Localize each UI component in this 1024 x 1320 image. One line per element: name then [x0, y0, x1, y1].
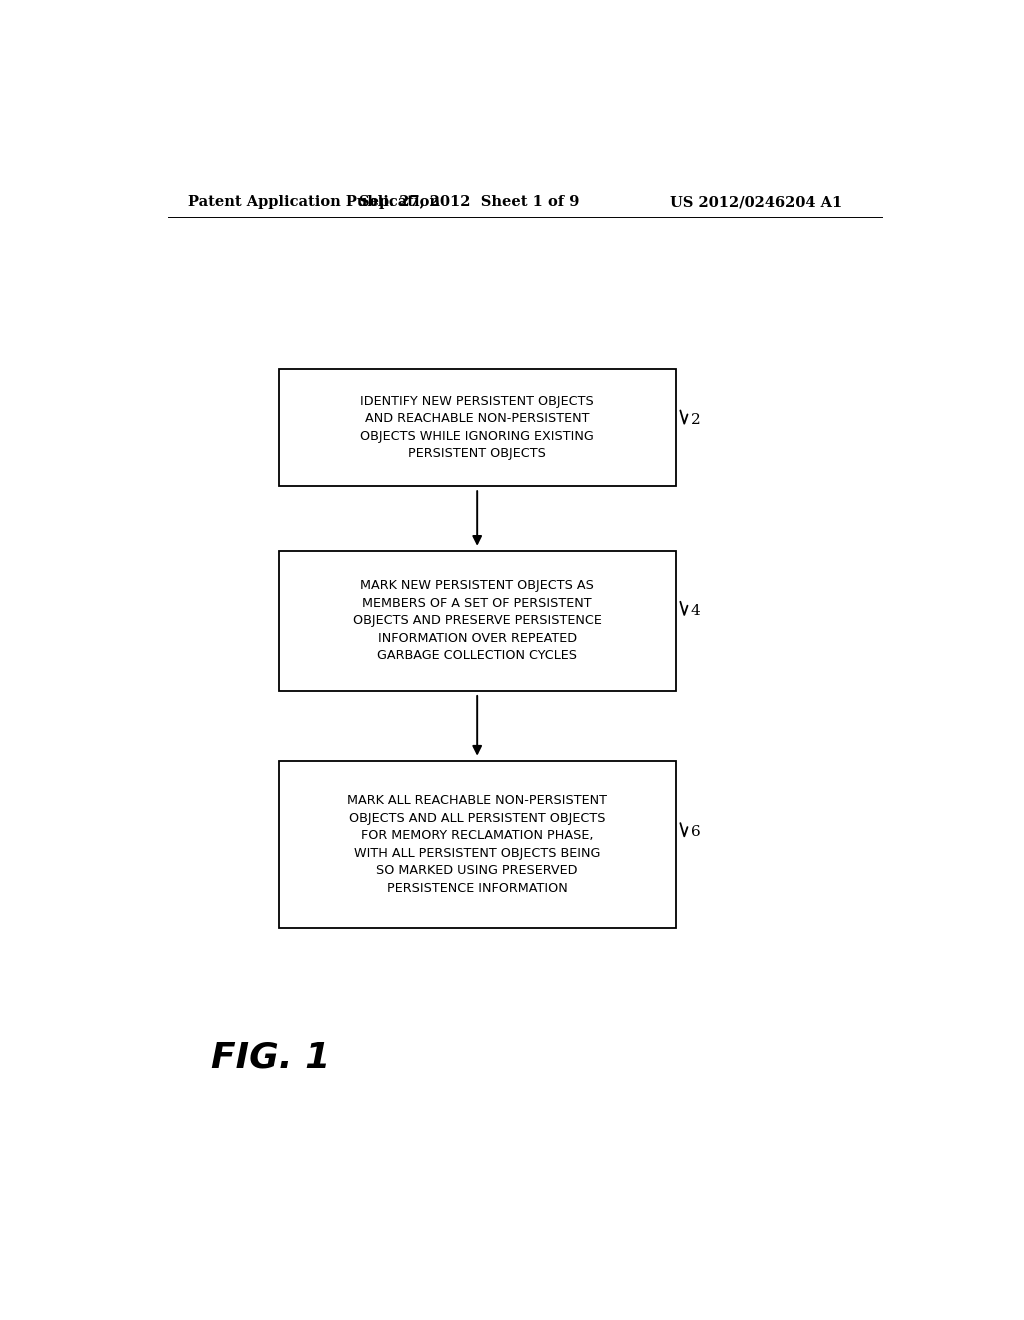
Text: US 2012/0246204 A1: US 2012/0246204 A1 [670, 195, 842, 209]
Text: Patent Application Publication: Patent Application Publication [187, 195, 439, 209]
Text: Sep. 27, 2012  Sheet 1 of 9: Sep. 27, 2012 Sheet 1 of 9 [359, 195, 580, 209]
Text: 4: 4 [690, 605, 700, 618]
Text: 2: 2 [690, 413, 700, 426]
Text: MARK ALL REACHABLE NON-PERSISTENT
OBJECTS AND ALL PERSISTENT OBJECTS
FOR MEMORY : MARK ALL REACHABLE NON-PERSISTENT OBJECT… [347, 795, 607, 895]
Text: FIG. 1: FIG. 1 [211, 1041, 331, 1074]
Text: IDENTIFY NEW PERSISTENT OBJECTS
AND REACHABLE NON-PERSISTENT
OBJECTS WHILE IGNOR: IDENTIFY NEW PERSISTENT OBJECTS AND REAC… [360, 395, 594, 461]
Text: 6: 6 [690, 825, 700, 840]
Bar [279, 550, 676, 690]
Bar [279, 760, 676, 928]
Bar [279, 370, 676, 486]
Text: MARK NEW PERSISTENT OBJECTS AS
MEMBERS OF A SET OF PERSISTENT
OBJECTS AND PRESER: MARK NEW PERSISTENT OBJECTS AS MEMBERS O… [352, 579, 602, 663]
